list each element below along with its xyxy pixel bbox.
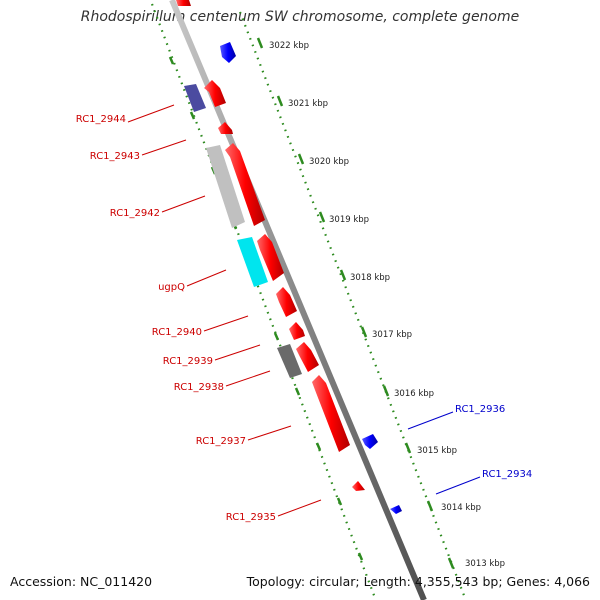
- gene-arrow-forward: [257, 234, 284, 281]
- gene-label: RC1_2938: [174, 382, 224, 393]
- ruler-label: 3017 kbp: [372, 330, 412, 340]
- label-leader: [186, 269, 227, 287]
- gene-label: RC1_2935: [226, 512, 276, 523]
- ruler-label: 3015 kbp: [417, 446, 457, 456]
- label-leader: [127, 104, 175, 123]
- map-title: Rhodospirillum centenum SW chromosome, c…: [80, 9, 520, 25]
- gene-arrow-forward: [176, 0, 191, 6]
- label-leader: [141, 139, 187, 156]
- gene-label: RC1_2942: [110, 208, 160, 219]
- ruler-tick: [426, 500, 434, 512]
- ruler-tick: [256, 37, 264, 49]
- gene-arrow-forward: [204, 80, 226, 107]
- ruler-label: 3019 kbp: [329, 215, 369, 225]
- gene-arrow-forward: [312, 375, 350, 452]
- gene-label: RC1_2934: [482, 469, 532, 480]
- label-leader: [161, 195, 206, 213]
- ruler-tick: [360, 326, 368, 338]
- gene-label: RC1_2940: [152, 327, 202, 338]
- gene-label: RC1_2944: [76, 114, 126, 125]
- gene-label: RC1_2943: [90, 151, 140, 162]
- gene-label: RC1_2939: [163, 356, 213, 367]
- label-leader: [407, 411, 454, 430]
- gene-arrow-reverse: [390, 505, 402, 514]
- gene-arrow-forward: [352, 481, 365, 491]
- gene-arrow-reverse: [362, 434, 378, 449]
- gene-arrow-forward: [218, 122, 233, 134]
- ruler-tick: [318, 211, 326, 223]
- ruler-tick: [297, 153, 305, 165]
- feature-block-dimgray: [277, 344, 302, 378]
- track-tick: [336, 497, 343, 506]
- gene-label: ugpQ: [158, 282, 185, 293]
- label-leader: [247, 425, 292, 441]
- ruler-label: 3021 kbp: [288, 99, 328, 109]
- ruler-tick: [404, 442, 412, 454]
- genome-summary-text: Topology: circular; Length: 4,355,543 bp…: [246, 574, 590, 589]
- feature-blocks: [184, 84, 302, 378]
- track-tick: [294, 387, 301, 396]
- ruler-label: 3018 kbp: [350, 273, 390, 283]
- label-leader: [203, 315, 249, 332]
- ruler-label: 3016 kbp: [394, 389, 434, 399]
- ruler-tick: [382, 385, 390, 397]
- ruler-label: 3013 kbp: [465, 559, 505, 569]
- track-tick: [189, 111, 196, 120]
- forward-genes: [176, 0, 365, 491]
- accession-text: Accession: NC_011420: [10, 574, 153, 589]
- feature-block-cyan: [237, 237, 268, 287]
- ruler-label: 3022 kbp: [269, 41, 309, 51]
- track-tick: [357, 552, 364, 561]
- ruler-tick: [339, 269, 347, 281]
- forward-track-ticks: [168, 56, 364, 561]
- gene-arrow-forward: [276, 287, 297, 317]
- ruler-tick: [447, 557, 455, 569]
- ruler-label: 3014 kbp: [441, 503, 481, 513]
- track-tick: [315, 442, 322, 451]
- gene-arrow-forward: [225, 143, 265, 226]
- label-leader: [435, 476, 481, 495]
- label-leader: [214, 344, 261, 361]
- ruler-tick: [276, 95, 284, 107]
- track-tick: [168, 56, 175, 65]
- ruler-ticks: 3022 kbp 3021 kbp 3020 kbp 3019 kbp 3018…: [256, 37, 505, 569]
- gene-labels: RC1_2944 RC1_2943 RC1_2942 ugpQ RC1_2940…: [76, 104, 532, 523]
- feature-block-slateblue: [184, 84, 206, 112]
- track-tick: [273, 332, 280, 341]
- gene-label: RC1_2936: [455, 404, 505, 415]
- reverse-genes: [220, 42, 402, 514]
- label-leader: [277, 499, 322, 517]
- gene-arrow-forward: [296, 342, 319, 372]
- forward-track-guide: [150, 3, 377, 599]
- ruler-label: 3020 kbp: [309, 157, 349, 167]
- gene-label: RC1_2937: [196, 436, 246, 447]
- dotted-tracks: [150, 3, 467, 599]
- gene-arrow-reverse: [220, 42, 236, 63]
- label-leader: [225, 370, 271, 387]
- gene-arrow-forward: [289, 322, 305, 340]
- feature-block-silver: [206, 145, 245, 228]
